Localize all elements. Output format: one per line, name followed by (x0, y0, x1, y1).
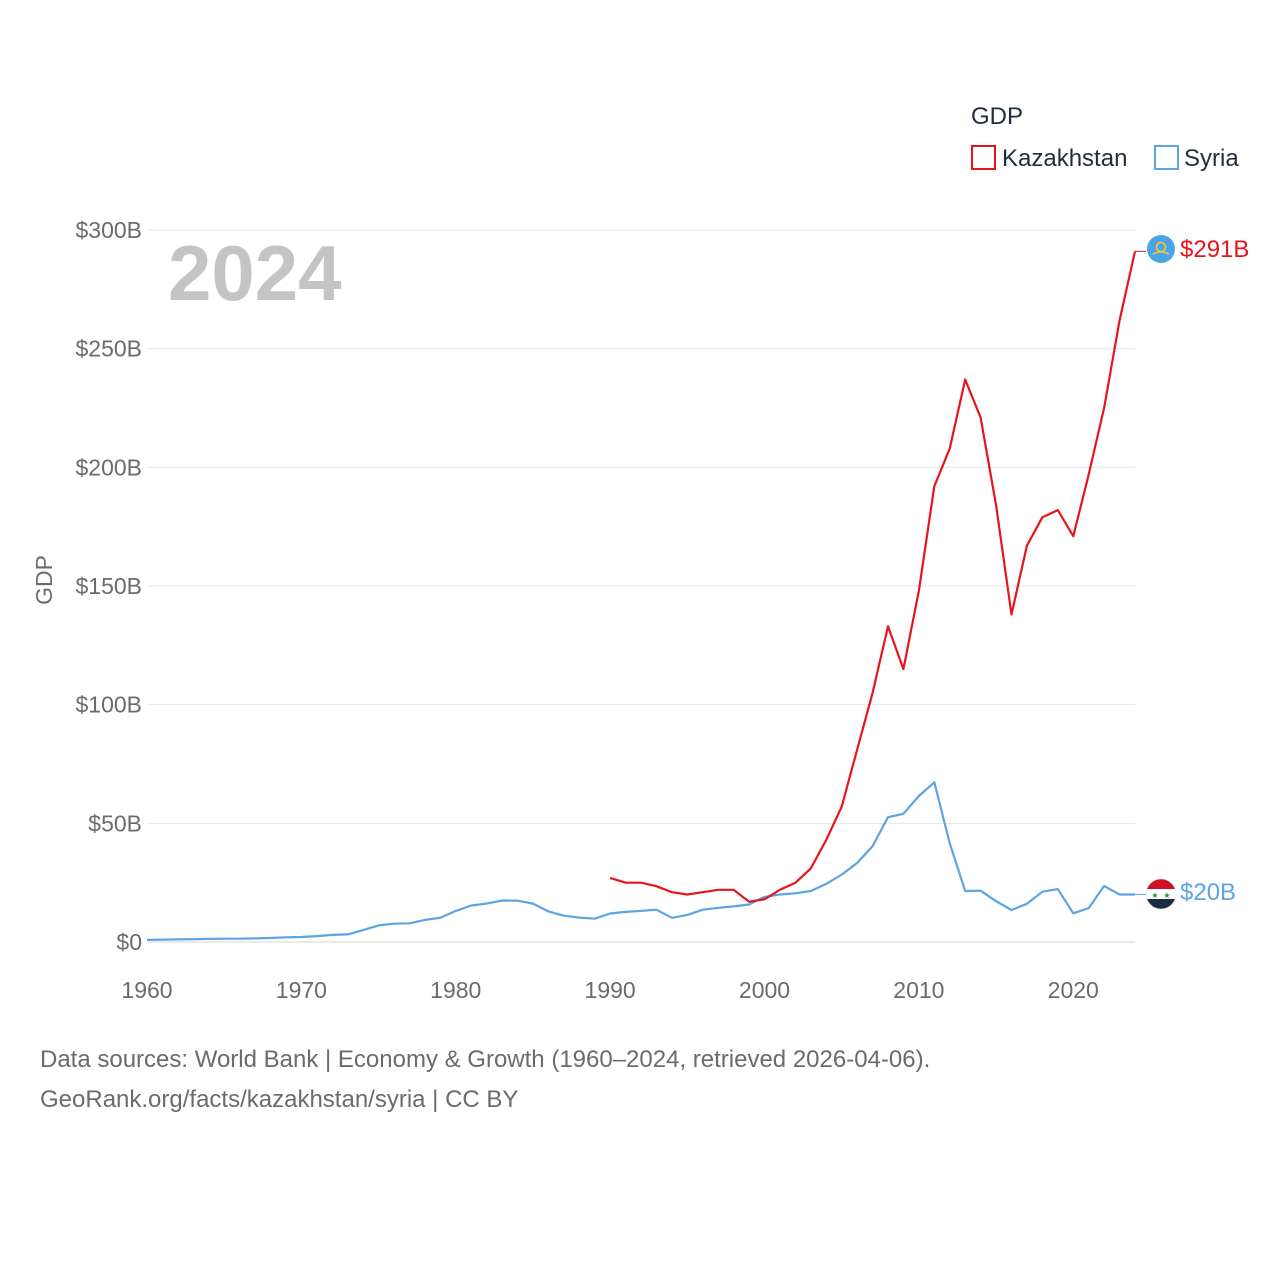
x-tick-label: 1980 (430, 977, 481, 1003)
y-axis-title: GDP (31, 555, 57, 605)
grid-lines (147, 229, 1135, 943)
x-tick-label: 1970 (276, 977, 327, 1003)
x-tick-label: 1960 (121, 977, 172, 1003)
end-markers: $291B ★ ★ $20B (1145, 235, 1249, 910)
end-label-kazakhstan: $291B (1180, 236, 1249, 263)
x-tick-label: 2010 (893, 977, 944, 1003)
legend-swatch-syria[interactable] (1154, 145, 1179, 170)
y-tick-label: $50B (88, 810, 142, 836)
data-sources-text: Data sources: World Bank | Economy & Gro… (40, 1046, 931, 1073)
y-tick-label: $150B (75, 573, 142, 599)
kazakhstan-flag-icon (1147, 235, 1175, 263)
series-line-kazakhstan (609, 251, 1137, 903)
attribution-text: GeoRank.org/facts/kazakhstan/syria | CC … (40, 1086, 519, 1113)
footer: Data sources: World Bank | Economy & Gro… (40, 1040, 930, 1120)
svg-text:★: ★ (1151, 891, 1158, 900)
series-layer (146, 250, 1146, 941)
series-line-syria (146, 781, 1135, 941)
y-tick-label: $300B (75, 217, 142, 243)
y-axis: $0 $50B $100B $150B $200B $250B $300B (75, 217, 142, 955)
svg-text:★: ★ (1163, 891, 1170, 900)
x-tick-label: 2020 (1048, 977, 1099, 1003)
x-tick-label: 1990 (585, 977, 636, 1003)
y-tick-label: $100B (75, 692, 142, 718)
legend-title: GDP (971, 103, 1023, 130)
syria-flag-icon: ★ ★ (1145, 878, 1177, 910)
x-axis: 1960 1970 1980 1990 2000 2010 2020 (121, 977, 1098, 1003)
year-watermark: 2024 (168, 229, 342, 317)
y-tick-label: $200B (75, 454, 142, 480)
end-label-syria: $20B (1180, 879, 1236, 906)
x-tick-label: 2000 (739, 977, 790, 1003)
legend-label-syria[interactable]: Syria (1184, 145, 1239, 172)
legend-swatch-kazakhstan[interactable] (971, 145, 996, 170)
legend[interactable]: GDP Kazakhstan Syria (971, 103, 1239, 172)
y-tick-label: $250B (75, 336, 142, 362)
y-tick-label: $0 (116, 929, 142, 955)
legend-label-kazakhstan[interactable]: Kazakhstan (1002, 145, 1127, 172)
